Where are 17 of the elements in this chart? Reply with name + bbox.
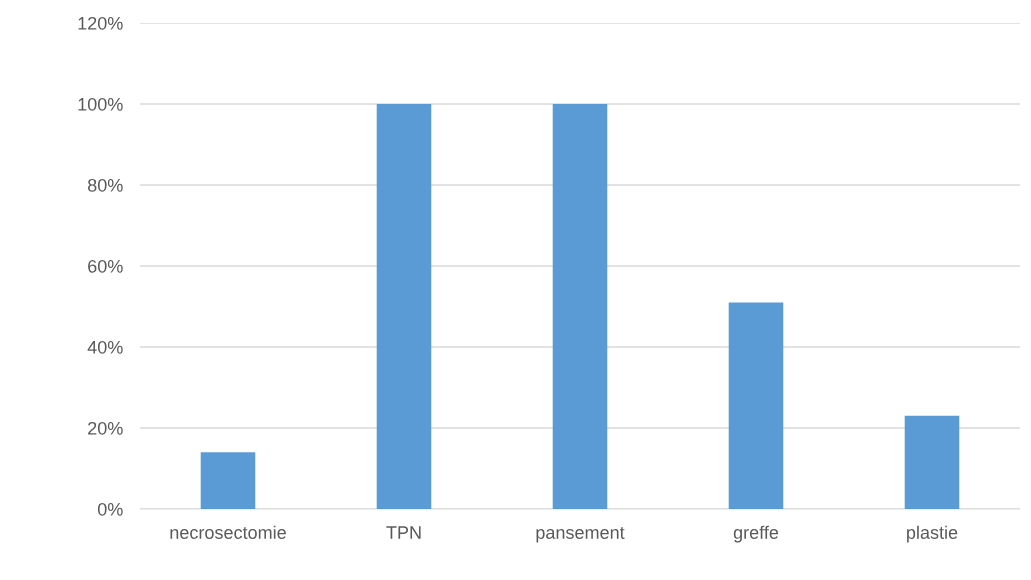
y-tick-label: 60% <box>88 259 123 273</box>
y-tick-label: 20% <box>88 421 123 435</box>
y-tick-label: 100% <box>78 97 123 111</box>
bar <box>728 302 784 509</box>
y-tick-label: 0% <box>97 502 123 516</box>
x-tick-label: necrosectomie <box>170 525 286 539</box>
x-tick-label: plastie <box>907 525 958 543</box>
y-tick-label: 80% <box>87 178 123 192</box>
bar <box>200 452 256 509</box>
x-tick-label: TPN <box>386 526 421 539</box>
bar <box>904 415 960 509</box>
bar <box>552 104 608 509</box>
y-tick-label: 120% <box>78 16 123 30</box>
y-tick-label: 40% <box>87 340 123 354</box>
x-tick-label: pansement <box>536 527 625 543</box>
bar <box>376 104 432 509</box>
x-tick-label: greffe <box>733 525 779 543</box>
